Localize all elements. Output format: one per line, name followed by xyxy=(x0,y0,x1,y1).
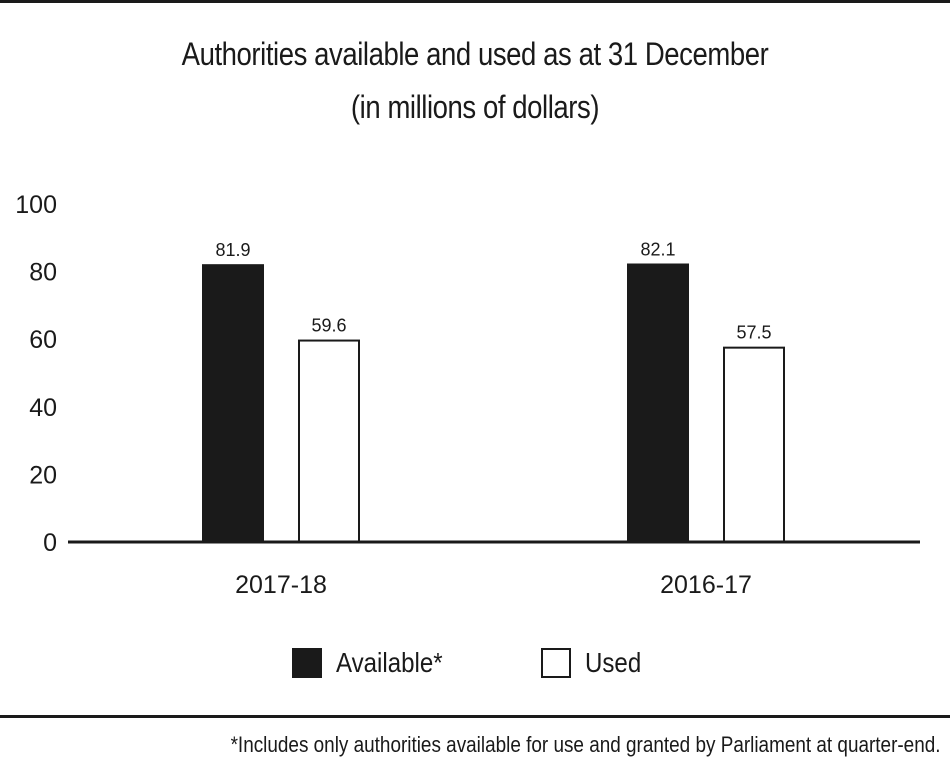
x-axis-ticks: 2017-18 2016-17 xyxy=(235,571,752,599)
data-labels: 81.9 82.1 59.6 57.5 xyxy=(215,240,771,343)
legend-label-used: Used xyxy=(585,647,642,678)
y-tick-label: 100 xyxy=(15,191,57,219)
y-tick-label: 0 xyxy=(43,529,57,557)
data-label: 82.1 xyxy=(640,240,675,260)
data-label: 57.5 xyxy=(736,323,771,343)
top-rule xyxy=(0,0,950,3)
y-tick-label: 40 xyxy=(29,394,57,422)
y-axis-ticks: 0 20 40 60 80 100 xyxy=(15,191,57,557)
bar-used-2017-18 xyxy=(298,339,360,543)
chart-title: Authorities available and used as at 31 … xyxy=(181,36,769,72)
footnote: *Includes only authorities available for… xyxy=(230,732,940,757)
legend-swatch-available xyxy=(292,648,322,678)
data-label: 81.9 xyxy=(215,240,250,260)
data-label: 59.6 xyxy=(311,316,346,336)
chart-subtitle: (in millions of dollars) xyxy=(350,89,600,125)
legend-label-available: Available* xyxy=(336,647,443,678)
legend-swatch-used xyxy=(541,648,571,678)
x-tick-label: 2016-17 xyxy=(660,571,752,599)
bar-available-2017-18 xyxy=(202,264,264,543)
x-tick-label: 2017-18 xyxy=(235,571,327,599)
bars xyxy=(202,263,785,543)
y-tick-label: 80 xyxy=(29,259,57,287)
y-tick-label: 60 xyxy=(29,326,57,354)
bar-used-2016-17 xyxy=(723,346,785,543)
bottom-rule xyxy=(0,715,950,718)
bar-available-2016-17 xyxy=(627,263,689,543)
y-tick-label: 20 xyxy=(29,461,57,489)
